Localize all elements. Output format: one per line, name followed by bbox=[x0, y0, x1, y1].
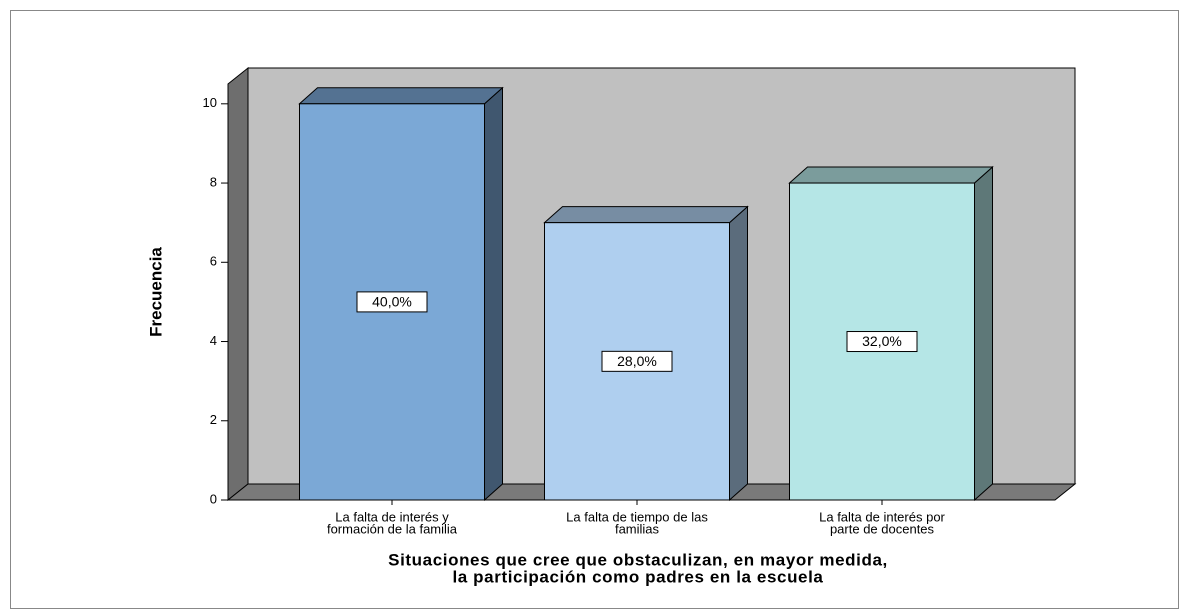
x-tick-label: familias bbox=[615, 521, 660, 536]
bar-top bbox=[298, 87, 504, 105]
y-tick-label: 0 bbox=[210, 491, 217, 506]
y-tick-label: 10 bbox=[203, 95, 217, 110]
value-label-box bbox=[846, 331, 918, 353]
x-tick-label: La falta de interés y bbox=[335, 509, 449, 524]
bar-side bbox=[729, 205, 748, 502]
x-tick-label: parte de docentes bbox=[830, 521, 935, 536]
bar-top bbox=[543, 206, 749, 224]
x-tick-label: formación de la familia bbox=[327, 521, 458, 536]
value-label-box bbox=[601, 350, 673, 372]
y-tick-label: 2 bbox=[210, 412, 217, 427]
value-label: 40,0% bbox=[372, 294, 412, 310]
y-tick-label: 6 bbox=[210, 254, 217, 269]
value-label: 28,0% bbox=[617, 353, 657, 369]
x-axis-label: la participación como padres en la escue… bbox=[452, 567, 823, 586]
x-tick-label: La falta de tiempo de las bbox=[566, 509, 708, 524]
y-axis-label: Frecuencia bbox=[146, 247, 165, 337]
bar-top bbox=[788, 166, 994, 184]
bar-side bbox=[484, 86, 503, 502]
bar-side bbox=[974, 165, 993, 502]
y-tick-label: 4 bbox=[210, 333, 217, 348]
x-axis-label: Situaciones que cree que obstaculizan, e… bbox=[388, 550, 888, 569]
y-tick-label: 8 bbox=[210, 174, 217, 189]
bar bbox=[298, 86, 504, 502]
value-label-box bbox=[356, 291, 428, 313]
left-wall bbox=[227, 66, 249, 502]
bar bbox=[788, 165, 994, 502]
x-tick-label: La falta de interés por bbox=[819, 509, 945, 524]
value-label: 32,0% bbox=[862, 333, 902, 349]
